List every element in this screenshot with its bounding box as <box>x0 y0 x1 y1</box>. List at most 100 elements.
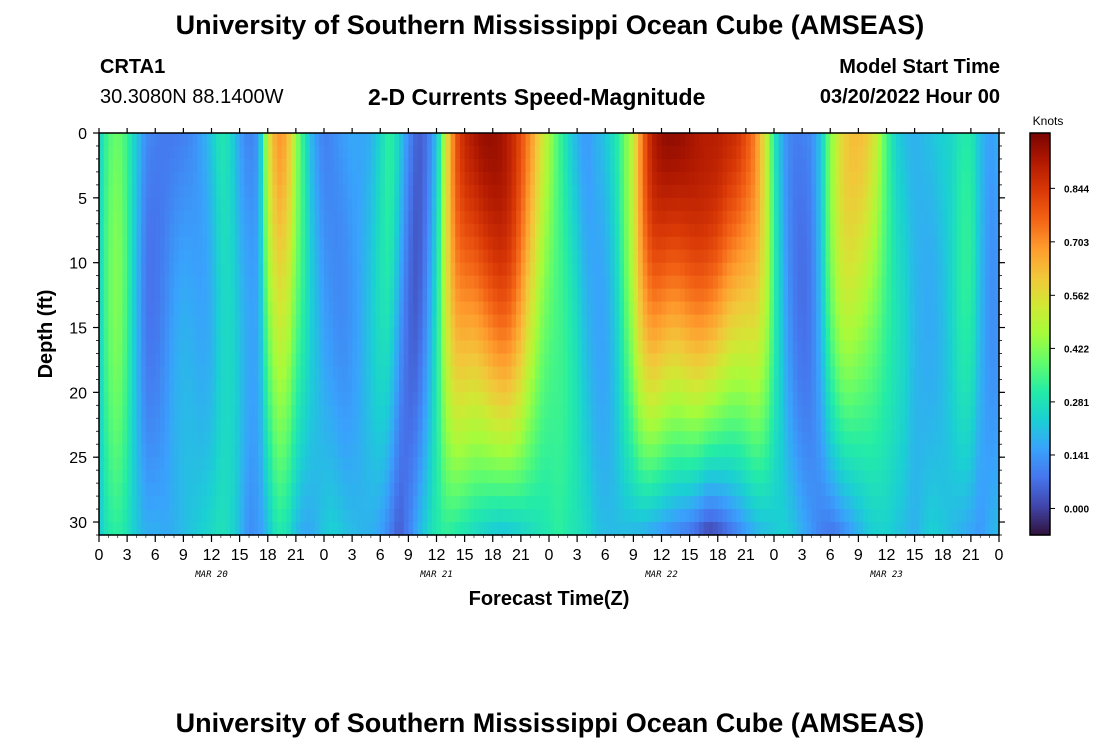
heatmap-cell <box>183 275 189 290</box>
heatmap-cell <box>103 158 109 173</box>
heatmap-cell <box>178 509 184 523</box>
heatmap-cell <box>544 275 550 290</box>
heatmap-cell <box>544 223 550 238</box>
heatmap-cell <box>502 223 508 238</box>
heatmap-cell <box>680 158 686 173</box>
heatmap-cell <box>375 249 381 264</box>
heatmap-cell <box>816 133 822 147</box>
heatmap-cell <box>159 405 166 419</box>
heatmap-cell <box>849 405 855 419</box>
heatmap-cell <box>530 171 536 186</box>
heatmap-cell <box>581 288 588 303</box>
heatmap-cell <box>239 301 245 316</box>
heatmap-cell <box>258 340 264 355</box>
heatmap-cell <box>834 133 841 147</box>
heatmap-cell <box>656 405 663 419</box>
heatmap-cell <box>666 405 672 419</box>
heatmap-cell <box>844 457 850 471</box>
heatmap-cell <box>722 379 728 393</box>
heatmap-cell <box>783 392 789 406</box>
heatmap-cell <box>342 509 349 523</box>
heatmap-cell <box>478 457 484 471</box>
heatmap-cell <box>642 483 649 497</box>
heatmap-cell <box>263 405 269 419</box>
heatmap-cell <box>309 262 316 277</box>
heatmap-cell <box>539 145 545 160</box>
heatmap-cell <box>581 496 588 510</box>
heatmap-cell <box>694 262 700 277</box>
heatmap-cell <box>652 236 658 251</box>
heatmap-cell <box>647 470 653 484</box>
heatmap-cell <box>581 158 588 173</box>
heatmap-cell <box>197 210 203 225</box>
heatmap-cell <box>600 418 606 432</box>
station-id: CRTA1 <box>100 56 166 78</box>
heatmap-cell <box>239 353 245 368</box>
heatmap-cell <box>127 470 133 484</box>
heatmap-cell <box>628 457 634 471</box>
heatmap-cell <box>178 522 184 536</box>
heatmap-cell <box>750 366 756 380</box>
heatmap-cell <box>783 444 789 458</box>
heatmap-cell <box>788 184 794 199</box>
heatmap-cell <box>520 145 527 160</box>
heatmap-cell <box>666 249 672 264</box>
heatmap-cell <box>694 133 700 147</box>
heatmap-cell <box>291 418 297 432</box>
heatmap-cell <box>600 444 606 458</box>
heatmap-cell <box>122 288 128 303</box>
heatmap-cell <box>670 133 677 147</box>
heatmap-cell <box>366 418 372 432</box>
heatmap-cell <box>797 158 803 173</box>
heatmap-cell <box>581 236 588 251</box>
heatmap-cell <box>192 210 199 225</box>
heatmap-cell <box>755 509 761 523</box>
heatmap-cell <box>741 496 747 510</box>
heatmap-cell <box>272 145 278 160</box>
heatmap-cell <box>394 184 400 199</box>
heatmap-cell <box>553 197 559 212</box>
heatmap-cell <box>628 431 634 445</box>
heatmap-cell <box>839 223 845 238</box>
heatmap-cell <box>605 457 611 471</box>
heatmap-cell <box>614 509 620 523</box>
heatmap-cell <box>375 483 381 497</box>
heatmap-cell <box>511 301 517 316</box>
heatmap-cell <box>670 236 677 251</box>
heatmap-cell <box>445 184 452 199</box>
heatmap-cell <box>117 184 124 199</box>
heatmap-cell <box>281 158 288 173</box>
heatmap-cell <box>675 522 681 536</box>
heatmap-cell <box>295 145 302 160</box>
heatmap-cell <box>764 392 770 406</box>
heatmap-cell <box>427 457 433 471</box>
heatmap-cell <box>202 210 208 225</box>
heatmap-cell <box>122 457 128 471</box>
heatmap-cell <box>263 314 269 329</box>
heatmap-cell <box>834 158 841 173</box>
heatmap-cell <box>675 431 681 445</box>
heatmap-cell <box>769 262 775 277</box>
heatmap-cell <box>464 133 470 147</box>
heatmap-cell <box>375 327 381 342</box>
heatmap-cell <box>736 301 742 316</box>
heatmap-cell <box>591 197 597 212</box>
heatmap-cell <box>253 509 259 523</box>
heatmap-cell <box>797 249 803 264</box>
heatmap-cell <box>839 145 845 160</box>
heatmap-cell <box>380 249 386 264</box>
heatmap-cell <box>159 236 166 251</box>
heatmap-cell <box>394 457 400 471</box>
heatmap-cell <box>764 145 770 160</box>
heatmap-cell <box>628 262 634 277</box>
heatmap-cell <box>708 444 714 458</box>
heatmap-cell <box>549 483 555 497</box>
heatmap-cell <box>258 210 264 225</box>
heatmap-cell <box>642 236 649 251</box>
heatmap-cell <box>300 158 306 173</box>
heatmap-cell <box>370 509 377 523</box>
heatmap-cell <box>520 496 527 510</box>
heatmap-cell <box>834 496 841 510</box>
heatmap-cell <box>206 366 213 380</box>
heatmap-cell <box>361 301 367 316</box>
